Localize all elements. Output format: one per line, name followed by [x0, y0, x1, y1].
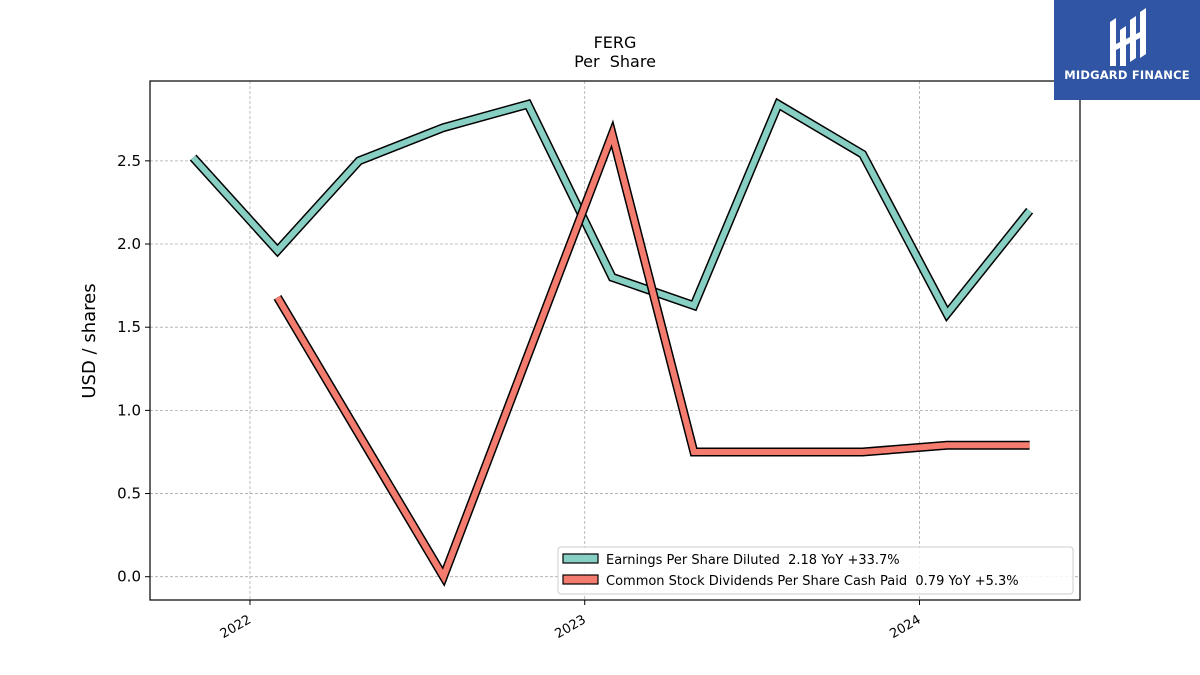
plot-frame	[149, 80, 1081, 601]
x-tick-label: 2023	[553, 612, 589, 642]
legend-swatch-dividends	[562, 574, 599, 585]
series-line-eps	[190, 99, 1032, 320]
y-tick-label: 0.0	[117, 568, 141, 586]
logo-text: MIDGARD FINANCE	[1064, 68, 1190, 82]
legend-swatch-eps	[562, 553, 599, 564]
midgard-finance-logo: MIDGARD FINANCE	[1054, 0, 1200, 100]
legend-label-eps: Earnings Per Share Diluted 2.18 YoY +33.…	[606, 553, 900, 568]
y-tick-label: 2.5	[117, 152, 141, 170]
x-tick-label: 2024	[887, 612, 923, 642]
y-tick-label: 1.5	[117, 318, 141, 336]
series-lines	[189, 97, 1034, 588]
y-tick-label: 1.0	[117, 401, 141, 419]
x-tick-label: 2022	[218, 612, 254, 642]
legend: Earnings Per Share Diluted 2.18 YoY +33.…	[557, 546, 1074, 595]
series-outline-dividends	[273, 119, 1030, 588]
y-axis-label: USD / shares	[79, 283, 100, 398]
legend-box	[557, 546, 1074, 595]
chart-title: FERG	[594, 33, 637, 52]
series-line-dividends	[274, 124, 1030, 584]
y-axis-ticks: 0.0 0.5 1.0 1.5 2.0 2.5	[117, 152, 150, 586]
y-tick-label: 0.5	[117, 485, 141, 503]
chart-subtitle: Per Share	[574, 52, 656, 71]
legend-label-dividends: Common Stock Dividends Per Share Cash Pa…	[606, 574, 1019, 589]
x-axis-ticks: 2022 2023 2024	[218, 600, 923, 642]
y-tick-label: 2.0	[117, 235, 141, 253]
midgard-logo-icon	[1110, 8, 1146, 66]
